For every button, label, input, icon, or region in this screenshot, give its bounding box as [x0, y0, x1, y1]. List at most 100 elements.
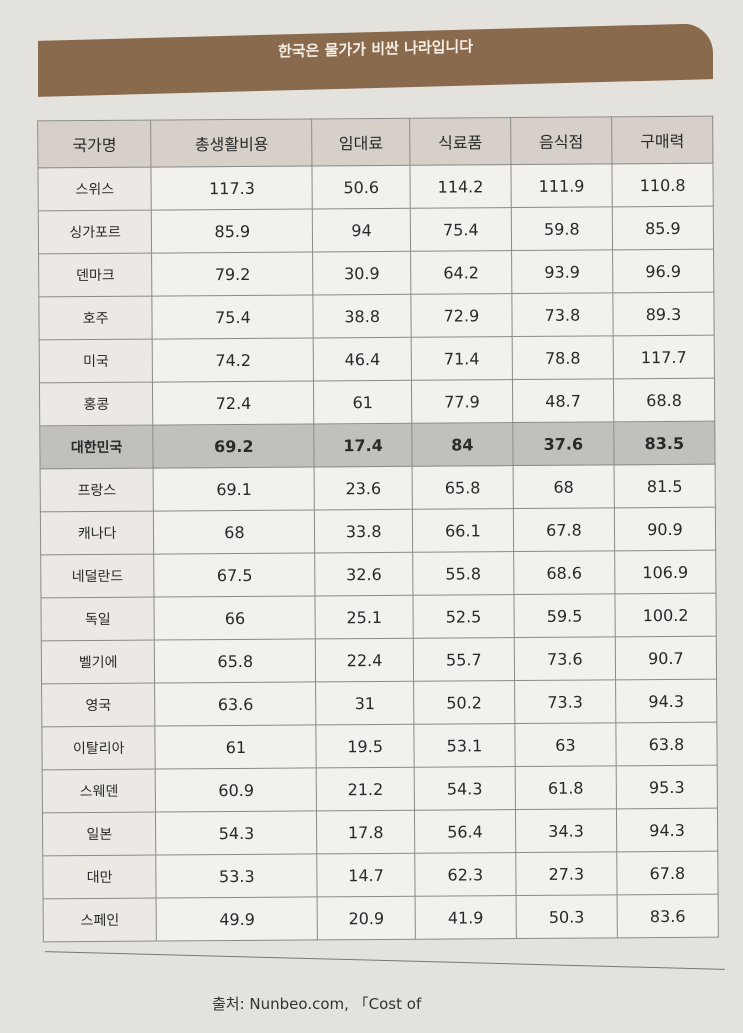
value-cell: 20.9 [317, 896, 416, 940]
country-cell: 스웨덴 [42, 769, 156, 813]
table-row: 홍콩 72.4 61 77.9 48.7 68.8 [39, 378, 715, 426]
value-cell: 79.2 [151, 251, 314, 297]
value-cell: 111.9 [510, 163, 613, 208]
column-header: 임대료 [312, 118, 410, 166]
value-cell: 22.4 [315, 638, 414, 682]
cost-of-living-table: 국가명 총생활비용 임대료 식료품 음식점 구매력 스위스 117.3 50.6 114.2 11… [37, 115, 719, 943]
value-cell: 95.3 [616, 765, 718, 809]
table-row: 덴마크 79.2 30.9 64.2 93.9 96.9 [38, 249, 714, 297]
value-cell: 84 [411, 422, 513, 467]
value-cell: 66.1 [412, 508, 514, 553]
value-cell: 68 [153, 509, 316, 555]
column-header: 구매력 [611, 116, 713, 164]
value-cell: 31 [315, 681, 414, 725]
value-cell: 63.8 [615, 722, 718, 766]
column-header: 식료품 [409, 117, 511, 166]
value-cell: 62.3 [414, 852, 516, 897]
table-row: 스위스 117.3 50.6 114.2 111.9 110.8 [37, 163, 714, 211]
country-cell: 캐나다 [40, 511, 155, 555]
column-header: 총생활비용 [151, 118, 313, 168]
value-cell: 53.3 [156, 853, 318, 899]
value-cell: 30.9 [312, 251, 411, 295]
value-cell: 17.8 [316, 810, 415, 854]
value-cell: 14.7 [317, 853, 415, 897]
value-cell: 50.2 [413, 680, 515, 725]
value-cell: 71.4 [411, 336, 513, 381]
value-cell: 106.9 [614, 550, 716, 594]
value-cell: 17.4 [314, 423, 412, 467]
table-row: 호주 75.4 38.8 72.9 73.8 89.3 [38, 292, 715, 340]
value-cell: 72.9 [410, 293, 513, 338]
value-cell: 32.6 [315, 552, 413, 596]
value-cell: 117.3 [151, 165, 313, 211]
value-cell: 75.4 [152, 294, 314, 340]
value-cell: 27.3 [515, 851, 617, 896]
value-cell: 53.1 [413, 723, 516, 768]
value-cell: 117.7 [613, 335, 715, 379]
value-cell: 96.9 [612, 249, 714, 293]
value-cell: 33.8 [314, 509, 413, 553]
table-row: 네덜란드 67.5 32.6 55.8 68.6 106.9 [40, 550, 716, 598]
value-cell: 60.9 [155, 767, 317, 813]
table-row: 캐나다 68 33.8 66.1 67.8 90.9 [40, 507, 716, 555]
value-cell: 73.8 [511, 292, 614, 337]
country-cell: 덴마크 [38, 253, 153, 297]
value-cell: 34.3 [515, 808, 617, 853]
value-cell: 90.9 [614, 507, 716, 551]
value-cell: 78.8 [512, 335, 614, 380]
country-cell: 독일 [40, 597, 155, 641]
table-row: 독일 66 25.1 52.5 59.5 100.2 [40, 593, 717, 641]
value-cell: 114.2 [409, 164, 512, 209]
value-cell: 73.3 [514, 679, 616, 724]
country-cell: 네덜란드 [40, 554, 155, 598]
value-cell: 77.9 [411, 379, 513, 424]
value-cell: 73.6 [514, 636, 616, 681]
country-cell: 벨기에 [41, 640, 155, 684]
value-cell: 94.3 [615, 679, 717, 723]
country-cell: 스위스 [37, 167, 152, 211]
value-cell: 83.6 [616, 894, 719, 938]
value-cell: 56.4 [414, 809, 516, 854]
page-title: 한국은 물가가 비싼 나라입니다 [277, 37, 474, 61]
title-banner: 한국은 물가가 비싼 나라입니다 [38, 23, 713, 97]
country-cell: 프랑스 [40, 468, 154, 512]
country-cell: 영국 [41, 683, 156, 727]
value-cell: 21.2 [316, 767, 415, 811]
value-cell: 49.9 [156, 896, 318, 942]
column-header: 국가명 [37, 120, 152, 168]
value-cell: 54.3 [414, 766, 516, 811]
value-cell: 68 [512, 464, 615, 509]
column-header: 음식점 [510, 116, 612, 165]
source-note: 출처: Nunbeo.com, 「Cost of [212, 995, 422, 1013]
value-cell: 63.6 [154, 681, 317, 727]
value-cell: 19.5 [316, 724, 415, 768]
table-row: 이탈리아 61 19.5 53.1 63 63.8 [41, 722, 718, 770]
value-cell: 64.2 [410, 250, 512, 295]
value-cell: 69.1 [153, 466, 315, 512]
value-cell: 37.6 [512, 421, 614, 466]
table-header: 국가명 총생활비용 임대료 식료품 음식점 구매력 [37, 116, 713, 168]
table-row: 싱가포르 85.9 94 75.4 59.8 85.9 [38, 206, 714, 254]
value-cell: 69.2 [153, 423, 315, 469]
table-row: 벨기에 65.8 22.4 55.7 73.6 90.7 [41, 636, 717, 684]
value-cell: 61.8 [515, 765, 617, 810]
value-cell: 81.5 [613, 464, 716, 508]
country-cell: 이탈리아 [41, 726, 156, 770]
table-row: 프랑스 69.1 23.6 65.8 68 81.5 [40, 464, 716, 512]
value-cell: 94 [312, 208, 411, 252]
value-cell: 67.5 [154, 552, 316, 598]
value-cell: 61 [155, 724, 317, 770]
country-cell: 홍콩 [39, 382, 154, 426]
value-cell: 85.9 [151, 208, 313, 254]
value-cell: 75.4 [410, 207, 512, 252]
value-cell: 52.5 [412, 594, 515, 639]
value-cell: 59.8 [511, 206, 613, 251]
country-cell: 일본 [42, 812, 157, 856]
table-row: 일본 54.3 17.8 56.4 34.3 94.3 [42, 808, 718, 856]
value-cell: 38.8 [313, 294, 412, 338]
divider [45, 951, 725, 970]
value-cell: 65.8 [411, 465, 514, 510]
value-cell: 23.6 [314, 466, 413, 510]
value-cell: 65.8 [154, 638, 316, 684]
country-cell: 미국 [39, 339, 153, 383]
